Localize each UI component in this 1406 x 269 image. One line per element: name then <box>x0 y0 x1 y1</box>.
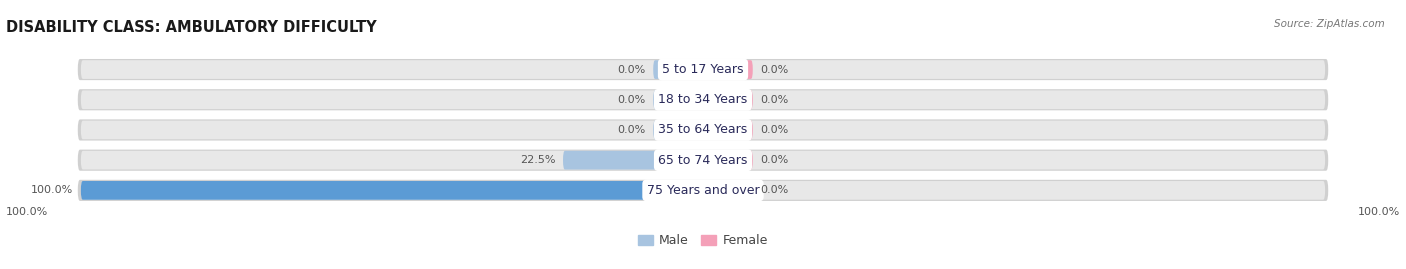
Text: 100.0%: 100.0% <box>6 207 48 217</box>
Legend: Male, Female: Male, Female <box>633 229 773 252</box>
Text: Source: ZipAtlas.com: Source: ZipAtlas.com <box>1274 19 1385 29</box>
Text: 18 to 34 Years: 18 to 34 Years <box>658 93 748 106</box>
FancyBboxPatch shape <box>77 119 1329 140</box>
Text: 0.0%: 0.0% <box>617 95 645 105</box>
Text: 0.0%: 0.0% <box>761 125 789 135</box>
Text: 0.0%: 0.0% <box>761 95 789 105</box>
FancyBboxPatch shape <box>82 90 1324 109</box>
Text: 0.0%: 0.0% <box>761 155 789 165</box>
FancyBboxPatch shape <box>703 60 752 79</box>
FancyBboxPatch shape <box>82 60 1324 79</box>
FancyBboxPatch shape <box>82 121 1324 139</box>
FancyBboxPatch shape <box>77 59 1329 80</box>
Text: 0.0%: 0.0% <box>617 125 645 135</box>
FancyBboxPatch shape <box>654 60 703 79</box>
FancyBboxPatch shape <box>82 151 1324 169</box>
Text: 65 to 74 Years: 65 to 74 Years <box>658 154 748 167</box>
FancyBboxPatch shape <box>82 181 703 200</box>
FancyBboxPatch shape <box>654 90 703 109</box>
FancyBboxPatch shape <box>703 181 752 200</box>
Text: 5 to 17 Years: 5 to 17 Years <box>662 63 744 76</box>
FancyBboxPatch shape <box>703 121 752 139</box>
FancyBboxPatch shape <box>562 151 703 169</box>
Text: 100.0%: 100.0% <box>1358 207 1400 217</box>
Text: 22.5%: 22.5% <box>520 155 555 165</box>
Text: 75 Years and over: 75 Years and over <box>647 184 759 197</box>
FancyBboxPatch shape <box>654 121 703 139</box>
FancyBboxPatch shape <box>703 151 752 169</box>
FancyBboxPatch shape <box>82 181 1324 200</box>
Text: 0.0%: 0.0% <box>761 185 789 195</box>
Text: 100.0%: 100.0% <box>31 185 73 195</box>
FancyBboxPatch shape <box>77 180 1329 201</box>
Text: 35 to 64 Years: 35 to 64 Years <box>658 123 748 136</box>
Text: 0.0%: 0.0% <box>617 65 645 75</box>
FancyBboxPatch shape <box>77 89 1329 110</box>
FancyBboxPatch shape <box>77 150 1329 171</box>
Text: DISABILITY CLASS: AMBULATORY DIFFICULTY: DISABILITY CLASS: AMBULATORY DIFFICULTY <box>6 20 377 35</box>
Text: 0.0%: 0.0% <box>761 65 789 75</box>
FancyBboxPatch shape <box>703 90 752 109</box>
